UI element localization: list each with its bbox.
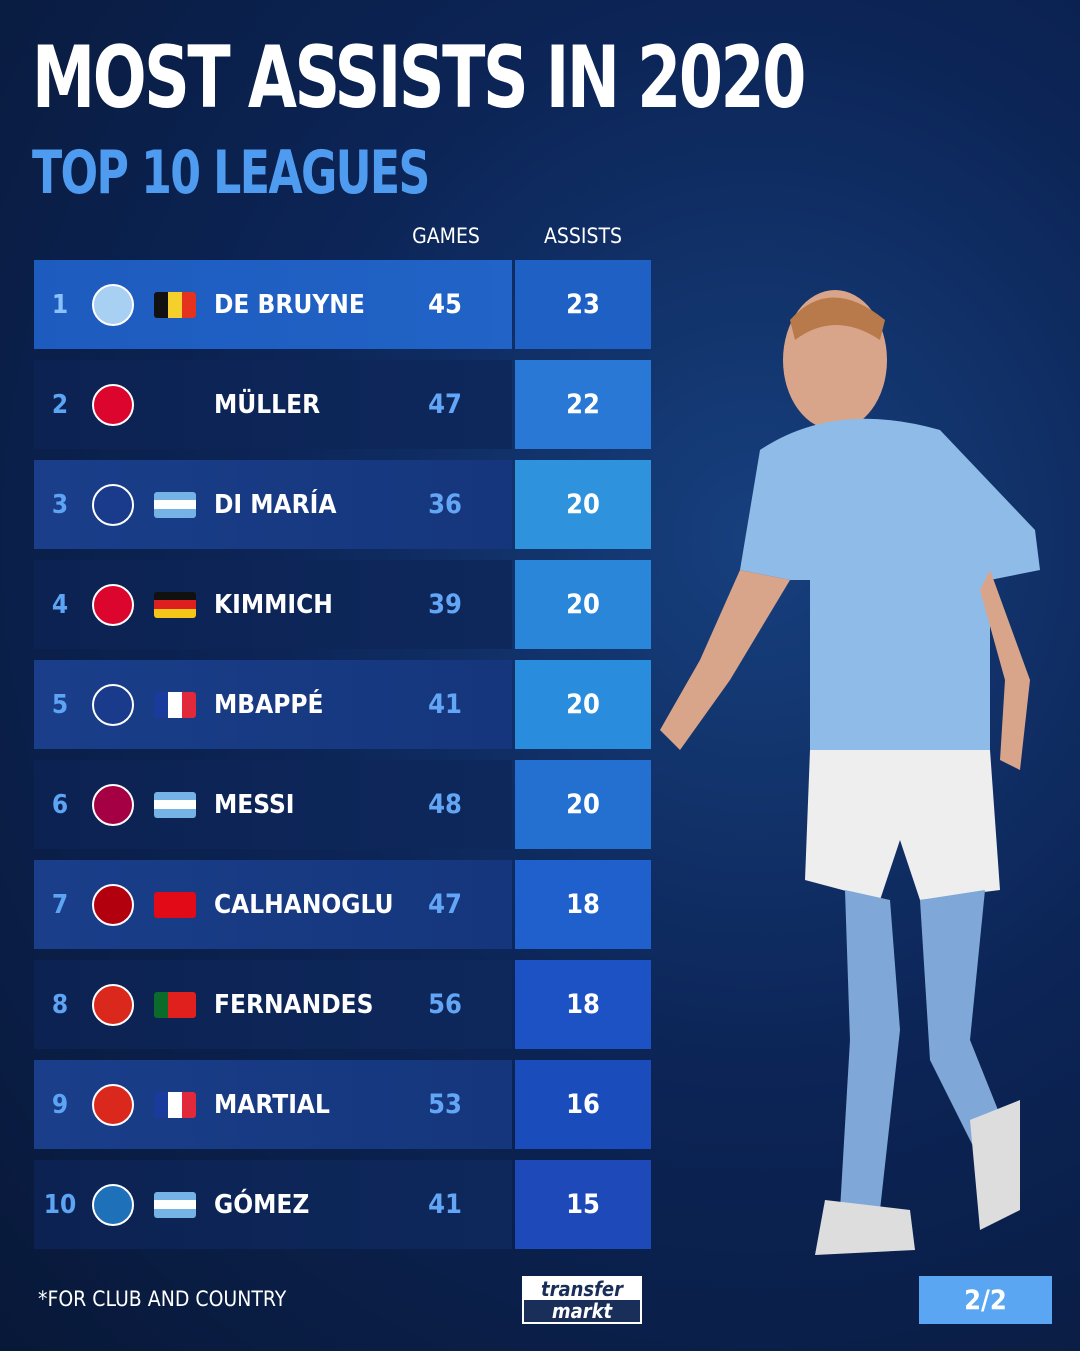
rank: 7 [51, 889, 69, 920]
assists-value: 20 [515, 560, 651, 649]
club-crest-icon [92, 1183, 134, 1226]
table-row: 2 MÜLLER 47 [34, 360, 512, 449]
club-crest-icon [92, 683, 134, 726]
player-photo [660, 290, 1040, 1255]
games-value: 53 [428, 1089, 462, 1120]
flag-icon-france [154, 691, 196, 718]
rank: 3 [51, 489, 69, 520]
table-row: 10 GÓMEZ 41 [34, 1160, 512, 1249]
table-row: 4 KIMMICH 39 [34, 560, 512, 649]
assists-value: 16 [515, 1060, 651, 1149]
games-value: 41 [428, 1189, 462, 1220]
assists-value: 18 [515, 860, 651, 949]
player-name: GÓMEZ [214, 1189, 310, 1220]
club-crest-icon [92, 483, 134, 526]
flag-icon-argentina [154, 791, 196, 818]
club-crest-icon [92, 383, 134, 426]
rank: 4 [51, 589, 69, 620]
table-row: 8 FERNANDES 56 [34, 960, 512, 1049]
rank: 9 [51, 1089, 69, 1120]
page-subtitle: TOP 10 LEAGUES [32, 138, 430, 208]
page-indicator: 2/2 [919, 1276, 1052, 1324]
flag-icon-argentina [154, 1191, 196, 1218]
table-row: 1 DE BRUYNE 45 [34, 260, 512, 349]
player-name: DI MARÍA [214, 489, 337, 520]
rank: 2 [51, 389, 69, 420]
player-name: DE BRUYNE [214, 289, 365, 320]
assists-value: 20 [515, 660, 651, 749]
assists-value: 20 [515, 760, 651, 849]
games-value: 47 [428, 889, 462, 920]
table-row: 3 DI MARÍA 36 [34, 460, 512, 549]
player-name: MESSI [214, 789, 295, 820]
player-name: MARTIAL [214, 1089, 330, 1120]
games-value: 39 [428, 589, 462, 620]
club-crest-icon [92, 783, 134, 826]
club-crest-icon [92, 583, 134, 626]
assists-header: ASSISTS [543, 224, 622, 248]
assists-value: 23 [515, 260, 651, 349]
games-header: GAMES [412, 224, 480, 248]
table-row: 7 CALHANOGLU 47 [34, 860, 512, 949]
table-row: 5 MBAPPÉ 41 [34, 660, 512, 749]
games-value: 45 [428, 289, 462, 320]
transfermarkt-logo: transfer markt [522, 1276, 642, 1324]
club-crest-icon [92, 283, 134, 326]
table-row: 9 MARTIAL 53 [34, 1060, 512, 1149]
rank: 1 [51, 289, 69, 320]
player-name: MBAPPÉ [214, 689, 324, 720]
club-crest-icon [92, 983, 134, 1026]
flag-icon-germany [154, 591, 196, 618]
rank: 10 [43, 1189, 77, 1220]
player-name: FERNANDES [214, 989, 374, 1020]
player-name: MÜLLER [214, 389, 321, 420]
assists-value: 22 [515, 360, 651, 449]
games-value: 48 [428, 789, 462, 820]
player-name: KIMMICH [214, 589, 333, 620]
games-value: 41 [428, 689, 462, 720]
page-title: MOST ASSISTS IN 2020 [32, 28, 806, 128]
flag-icon-belgium [154, 291, 196, 318]
club-crest-icon [92, 1083, 134, 1126]
games-value: 56 [428, 989, 462, 1020]
flag-icon-argentina [154, 491, 196, 518]
games-value: 47 [428, 389, 462, 420]
club-crest-icon [92, 883, 134, 926]
player-name: CALHANOGLU [214, 889, 394, 920]
assists-value: 20 [515, 460, 651, 549]
flag-icon-turkey [154, 891, 196, 918]
table-row: 6 MESSI 48 [34, 760, 512, 849]
flag-icon-portugal [154, 991, 196, 1018]
rank: 5 [51, 689, 69, 720]
flag-icon-france [154, 1091, 196, 1118]
footnote: *FOR CLUB AND COUNTRY [38, 1287, 287, 1311]
rank: 6 [51, 789, 69, 820]
assists-value: 18 [515, 960, 651, 1049]
assists-value: 15 [515, 1160, 651, 1249]
games-value: 36 [428, 489, 462, 520]
rank: 8 [51, 989, 69, 1020]
